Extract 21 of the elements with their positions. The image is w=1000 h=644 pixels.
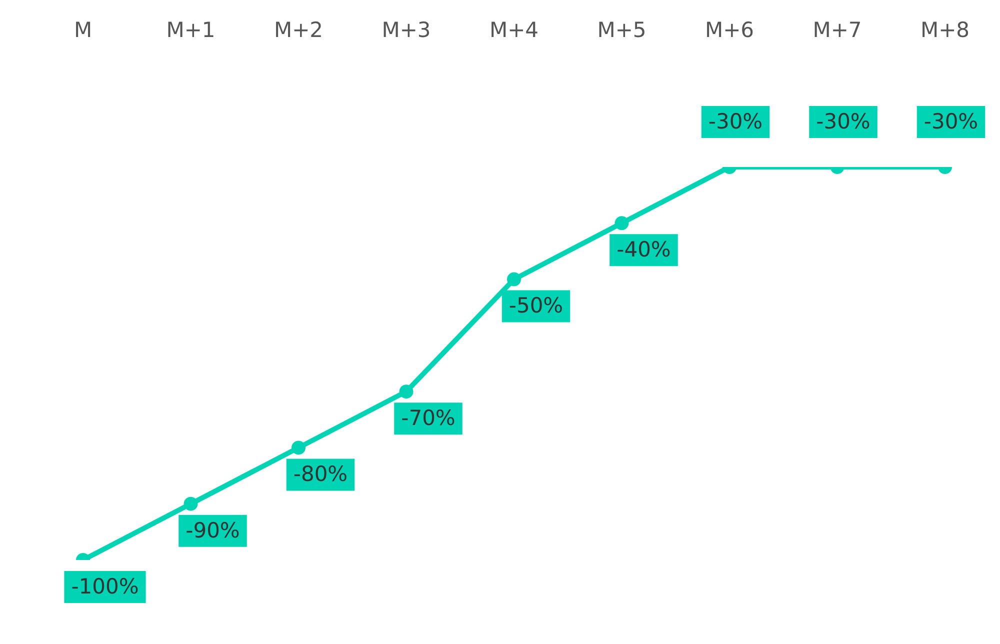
x-tick-label: M+7: [812, 18, 862, 42]
data-label: -80%: [293, 462, 348, 486]
point: [399, 384, 414, 399]
x-tick-label: M+4: [489, 18, 539, 42]
data-label: -30%: [816, 109, 870, 134]
point: [292, 440, 306, 455]
x-tick-label: M+2: [274, 18, 324, 42]
x-tick-label: M+3: [382, 18, 431, 42]
point: [184, 496, 198, 511]
x-tick-label: M+6: [704, 18, 754, 42]
data-label: -50%: [508, 294, 564, 318]
data-label: -70%: [401, 406, 456, 430]
x-tick-label: M: [74, 18, 92, 42]
data-label: -30%: [708, 109, 763, 134]
data-label: -30%: [924, 109, 978, 134]
data-label: -40%: [616, 238, 671, 262]
data-label: -90%: [186, 518, 240, 542]
data-label: -100%: [71, 574, 139, 598]
x-tick-label: M+1: [166, 18, 216, 42]
x-tick-label: M+5: [597, 18, 646, 42]
x-tick-label: M+8: [920, 18, 970, 42]
